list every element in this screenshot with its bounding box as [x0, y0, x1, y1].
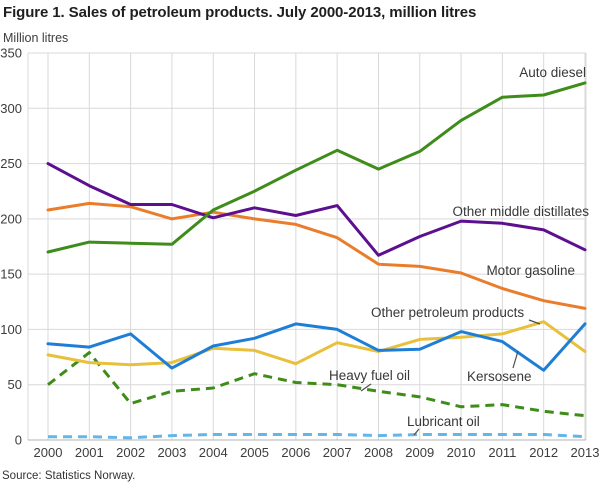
series-line-kersosene: [46, 322, 587, 372]
series-line-lubricant-oil: [48, 433, 586, 440]
series-line-other-petroleum-products: [46, 320, 587, 367]
y-axis-tick-label: 200: [0, 211, 22, 226]
x-axis-tick-label: 2006: [281, 445, 310, 460]
y-axis-tick-label: 250: [0, 156, 22, 171]
x-axis-tick-label: 2001: [75, 445, 104, 460]
series-label-heavy-fuel-oil: Heavy fuel oil: [329, 368, 410, 383]
x-axis-tick-label: 2010: [447, 445, 476, 460]
y-axis-tick-label: 50: [8, 377, 22, 392]
series-line-auto-diesel: [46, 81, 587, 254]
y-axis-tick-label: 0: [15, 433, 22, 448]
series-label-lubricant-oil: Lubricant oil: [407, 414, 480, 429]
source-note: Source: Statistics Norway.: [2, 470, 136, 482]
series-line-other-middle-distillates: [46, 162, 587, 257]
x-axis-tick-label: 2005: [240, 445, 269, 460]
y-axis-tick-label: 150: [0, 267, 22, 282]
x-axis-tick-label: 2000: [34, 445, 63, 460]
x-axis-tick-label: 2007: [323, 445, 352, 460]
x-axis-tick-label: 2012: [529, 445, 558, 460]
y-axis-unit-label: Million litres: [3, 31, 69, 45]
x-axis-tick-label: 2002: [116, 445, 145, 460]
series-line-heavy-fuel-oil: [47, 351, 586, 418]
x-axis-tick-label: 2011: [488, 445, 516, 460]
y-axis-tick-label: 100: [0, 322, 22, 337]
y-axis-tick-label: 300: [0, 101, 22, 116]
x-axis-tick-label: 2003: [157, 445, 186, 460]
series-label-motor-gasoline: Motor gasoline: [486, 263, 575, 278]
series-label-kersosene: Kersosene: [467, 369, 532, 384]
x-axis-tick-label: 2004: [199, 445, 228, 460]
x-axis-tick-label: 2009: [405, 445, 434, 460]
x-axis-tick-label: 2008: [364, 445, 393, 460]
chart-title: Figure 1. Sales of petroleum products. J…: [3, 4, 477, 21]
series-line-motor-gasoline: [46, 201, 587, 310]
x-axis-tick-label: 2013: [571, 445, 600, 460]
series-label-other-middle-distillates: Other middle distillates: [452, 204, 589, 219]
label-leader-line-kersosene: [512, 350, 519, 369]
series-label-auto-diesel: Auto diesel: [519, 65, 586, 80]
y-axis-tick-label: 350: [0, 46, 22, 61]
series-label-other-petroleum-products: Other petroleum products: [371, 305, 524, 320]
label-leader-line-other-petroleum-products: [528, 319, 541, 325]
label-leader-line-heavy-fuel-oil: [360, 383, 372, 392]
label-leader-line-lubricant-oil: [413, 428, 420, 436]
